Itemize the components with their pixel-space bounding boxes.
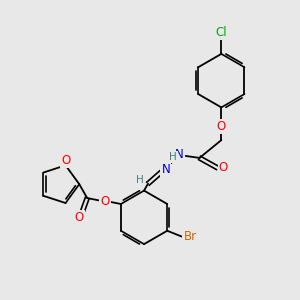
- Text: O: O: [61, 154, 70, 167]
- Text: O: O: [217, 120, 226, 133]
- Text: O: O: [219, 161, 228, 174]
- Text: H: H: [136, 175, 144, 185]
- Text: Cl: Cl: [215, 26, 227, 39]
- Text: H: H: [169, 152, 177, 162]
- Text: O: O: [75, 212, 84, 224]
- Text: O: O: [100, 194, 110, 208]
- Text: N: N: [161, 163, 170, 176]
- Text: Br: Br: [183, 230, 196, 243]
- Text: N: N: [175, 148, 184, 161]
